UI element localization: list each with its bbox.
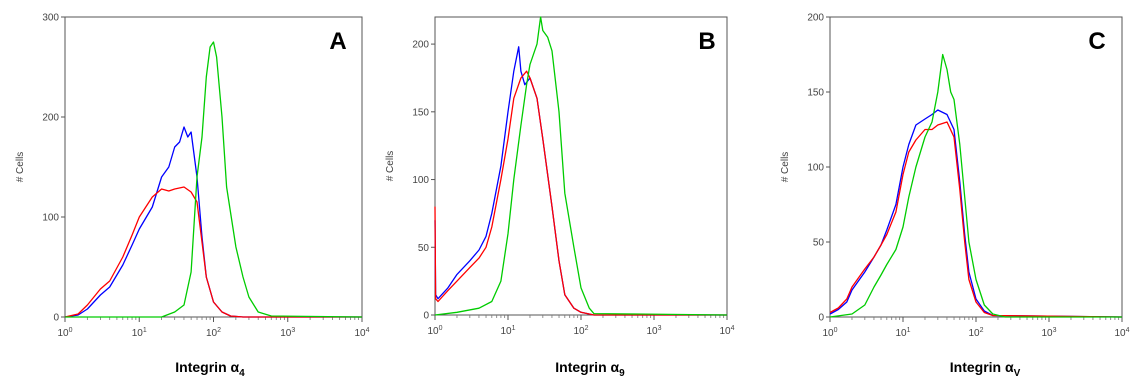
histogram-series-line xyxy=(829,121,1123,318)
panel-label: A xyxy=(329,28,346,55)
x-tick-label: 104 xyxy=(1114,327,1129,339)
x-tick-label: 102 xyxy=(968,327,983,339)
histogram-series-line xyxy=(829,109,1123,318)
y-tick-label: 100 xyxy=(807,163,824,174)
x-axis-label: Integrin αV xyxy=(950,359,1021,379)
panel-label: C xyxy=(1088,28,1105,55)
histogram-series-line xyxy=(434,46,727,316)
plot-frame-C xyxy=(829,16,1123,318)
plot-frame-A xyxy=(64,16,363,318)
x-tick-label: 100 xyxy=(427,325,442,337)
x-tick-label: 101 xyxy=(500,325,515,337)
x-tick-label: 103 xyxy=(1041,327,1056,339)
x-tick-label: 101 xyxy=(132,327,147,339)
y-tick-label: 200 xyxy=(807,13,824,24)
x-tick-label: 102 xyxy=(206,327,221,339)
histogram-series-line xyxy=(64,186,362,318)
y-tick-label: 300 xyxy=(42,13,59,24)
y-tick-label: 200 xyxy=(42,113,59,124)
y-tick-label: 0 xyxy=(423,311,429,322)
x-tick-label: 103 xyxy=(646,325,661,337)
histogram-series-line xyxy=(829,53,1122,318)
x-tick-label: 103 xyxy=(280,327,295,339)
x-axis-label: Integrin α9 xyxy=(555,359,625,379)
y-axis-label: # Cells xyxy=(780,152,791,183)
y-tick-label: 50 xyxy=(813,238,825,249)
x-tick-label: 104 xyxy=(719,325,734,337)
y-tick-label: 0 xyxy=(53,313,59,324)
y-tick-label: 150 xyxy=(807,88,824,99)
x-tick-label: 102 xyxy=(573,325,588,337)
x-tick-label: 104 xyxy=(354,327,369,339)
panel-label: B xyxy=(698,28,715,55)
histogram-series-line xyxy=(434,16,728,316)
y-tick-label: 100 xyxy=(42,213,59,224)
histogram-series-line xyxy=(64,126,362,318)
y-tick-label: 50 xyxy=(418,243,430,254)
y-tick-label: 0 xyxy=(818,313,824,324)
histogram-series-line xyxy=(434,70,727,316)
x-tick-label: 100 xyxy=(57,327,72,339)
x-axis-label: Integrin α4 xyxy=(175,359,245,379)
x-tick-label: 100 xyxy=(822,327,837,339)
y-tick-label: 150 xyxy=(412,107,429,118)
x-tick-label: 101 xyxy=(895,327,910,339)
y-tick-label: 100 xyxy=(412,175,429,186)
y-axis-label: # Cells xyxy=(385,151,396,182)
plot-frame-B xyxy=(434,16,728,316)
histogram-series-line xyxy=(65,41,363,318)
y-tick-label: 200 xyxy=(412,40,429,51)
y-axis-label: # Cells xyxy=(15,152,26,183)
